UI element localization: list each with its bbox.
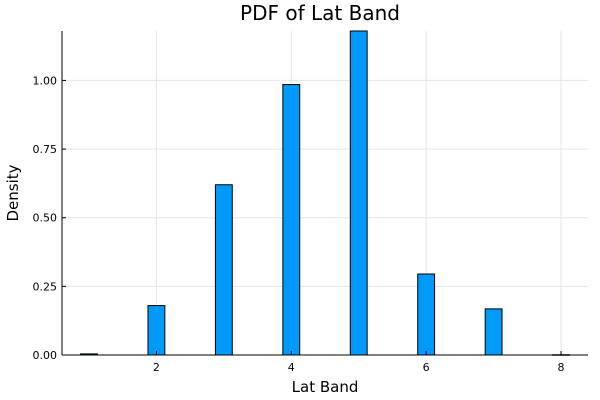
chart-title: PDF of Lat Band bbox=[240, 1, 400, 25]
y-tick-label: 0.50 bbox=[33, 212, 58, 225]
ticks-layer: 2 4 6 8 0.00 0.25 0.50 0.75 1.00 bbox=[33, 74, 565, 374]
y-tick-label: 0.00 bbox=[33, 349, 58, 362]
histogram-bar-5 bbox=[349, 30, 368, 356]
x-tick-label: 6 bbox=[423, 361, 430, 374]
histogram-bar-6 bbox=[417, 273, 436, 356]
histogram-bar-7 bbox=[484, 308, 503, 356]
x-tick-label: 2 bbox=[153, 361, 160, 374]
x-tick-label: 8 bbox=[558, 361, 565, 374]
axes-layer bbox=[61, 31, 588, 356]
histogram-bar-4 bbox=[282, 84, 301, 356]
y-tick-label: 1.00 bbox=[33, 74, 58, 87]
y-tick-label: 0.25 bbox=[33, 280, 58, 293]
histogram-bar-2 bbox=[147, 305, 166, 356]
grid-layer bbox=[62, 31, 588, 356]
y-axis-label: Density bbox=[4, 164, 22, 221]
x-axis-label: Lat Band bbox=[292, 378, 359, 396]
histogram-bar-3 bbox=[214, 184, 233, 356]
bars-layer bbox=[80, 30, 570, 356]
x-tick-label: 4 bbox=[288, 361, 295, 374]
y-tick-label: 0.75 bbox=[33, 143, 58, 156]
